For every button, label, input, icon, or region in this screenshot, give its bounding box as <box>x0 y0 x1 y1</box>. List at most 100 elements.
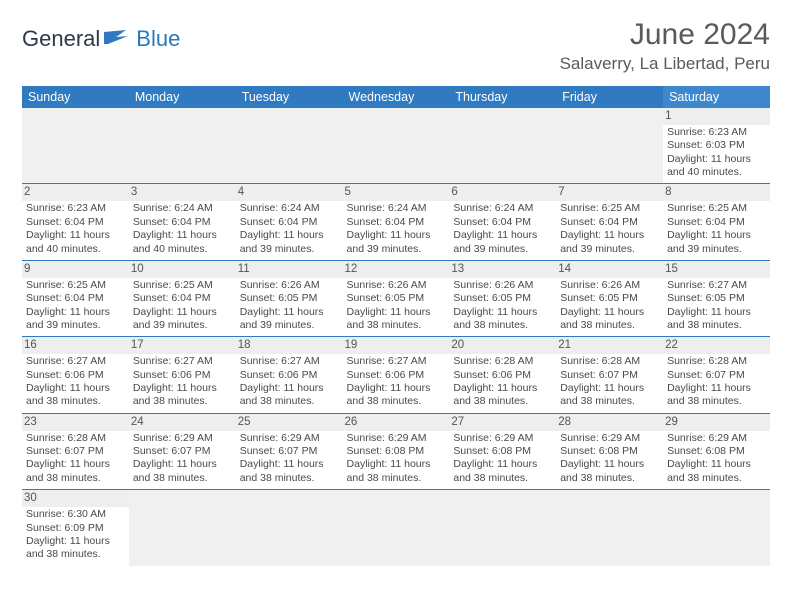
day-number: 3 <box>129 184 236 201</box>
day-details: Sunrise: 6:24 AMSunset: 6:04 PMDaylight:… <box>240 202 339 256</box>
calendar-cell: 18Sunrise: 6:27 AMSunset: 6:06 PMDayligh… <box>236 337 343 413</box>
location: Salaverry, La Libertad, Peru <box>560 54 770 74</box>
weekday-header: Sunday <box>22 86 129 108</box>
calendar-cell: 7Sunrise: 6:25 AMSunset: 6:04 PMDaylight… <box>556 184 663 260</box>
calendar-cell: 22Sunrise: 6:28 AMSunset: 6:07 PMDayligh… <box>663 337 770 413</box>
day-details: Sunrise: 6:29 AMSunset: 6:08 PMDaylight:… <box>667 432 766 486</box>
calendar-cell: 20Sunrise: 6:28 AMSunset: 6:06 PMDayligh… <box>449 337 556 413</box>
calendar-cell: 23Sunrise: 6:28 AMSunset: 6:07 PMDayligh… <box>22 413 129 489</box>
calendar-cell: 29Sunrise: 6:29 AMSunset: 6:08 PMDayligh… <box>663 413 770 489</box>
calendar-cell: 21Sunrise: 6:28 AMSunset: 6:07 PMDayligh… <box>556 337 663 413</box>
calendar-cell: 10Sunrise: 6:25 AMSunset: 6:04 PMDayligh… <box>129 260 236 336</box>
calendar-table: SundayMondayTuesdayWednesdayThursdayFrid… <box>22 86 770 566</box>
month-title: June 2024 <box>560 18 770 52</box>
day-number: 20 <box>449 337 556 354</box>
calendar-week-row: 16Sunrise: 6:27 AMSunset: 6:06 PMDayligh… <box>22 337 770 413</box>
day-details: Sunrise: 6:24 AMSunset: 6:04 PMDaylight:… <box>133 202 232 256</box>
day-details: Sunrise: 6:28 AMSunset: 6:07 PMDaylight:… <box>560 355 659 409</box>
day-number: 21 <box>556 337 663 354</box>
day-number: 27 <box>449 414 556 431</box>
day-number: 10 <box>129 261 236 278</box>
day-details: Sunrise: 6:26 AMSunset: 6:05 PMDaylight:… <box>453 279 552 333</box>
calendar-cell: 30Sunrise: 6:30 AMSunset: 6:09 PMDayligh… <box>22 490 129 566</box>
day-number: 8 <box>663 184 770 201</box>
day-details: Sunrise: 6:29 AMSunset: 6:07 PMDaylight:… <box>240 432 339 486</box>
calendar-week-row: 30Sunrise: 6:30 AMSunset: 6:09 PMDayligh… <box>22 490 770 566</box>
day-number: 29 <box>663 414 770 431</box>
day-number: 28 <box>556 414 663 431</box>
day-details: Sunrise: 6:26 AMSunset: 6:05 PMDaylight:… <box>240 279 339 333</box>
day-details: Sunrise: 6:27 AMSunset: 6:06 PMDaylight:… <box>26 355 125 409</box>
calendar-cell: 5Sunrise: 6:24 AMSunset: 6:04 PMDaylight… <box>343 184 450 260</box>
calendar-cell: 8Sunrise: 6:25 AMSunset: 6:04 PMDaylight… <box>663 184 770 260</box>
logo-text-general: General <box>22 26 100 52</box>
day-number: 30 <box>22 490 129 507</box>
day-details: Sunrise: 6:29 AMSunset: 6:08 PMDaylight:… <box>560 432 659 486</box>
calendar-cell <box>556 490 663 566</box>
calendar-cell: 13Sunrise: 6:26 AMSunset: 6:05 PMDayligh… <box>449 260 556 336</box>
header: General Blue June 2024 Salaverry, La Lib… <box>22 18 770 74</box>
calendar-week-row: 23Sunrise: 6:28 AMSunset: 6:07 PMDayligh… <box>22 413 770 489</box>
calendar-cell: 9Sunrise: 6:25 AMSunset: 6:04 PMDaylight… <box>22 260 129 336</box>
calendar-cell: 12Sunrise: 6:26 AMSunset: 6:05 PMDayligh… <box>343 260 450 336</box>
day-details: Sunrise: 6:26 AMSunset: 6:05 PMDaylight:… <box>347 279 446 333</box>
calendar-week-row: 2Sunrise: 6:23 AMSunset: 6:04 PMDaylight… <box>22 184 770 260</box>
calendar-cell <box>449 490 556 566</box>
day-details: Sunrise: 6:29 AMSunset: 6:07 PMDaylight:… <box>133 432 232 486</box>
calendar-cell <box>449 108 556 184</box>
day-number: 9 <box>22 261 129 278</box>
day-details: Sunrise: 6:28 AMSunset: 6:07 PMDaylight:… <box>26 432 125 486</box>
calendar-cell <box>343 108 450 184</box>
day-details: Sunrise: 6:27 AMSunset: 6:06 PMDaylight:… <box>347 355 446 409</box>
calendar-header-row: SundayMondayTuesdayWednesdayThursdayFrid… <box>22 86 770 108</box>
calendar-cell <box>236 490 343 566</box>
calendar-cell <box>129 108 236 184</box>
day-details: Sunrise: 6:25 AMSunset: 6:04 PMDaylight:… <box>26 279 125 333</box>
day-details: Sunrise: 6:26 AMSunset: 6:05 PMDaylight:… <box>560 279 659 333</box>
day-number: 24 <box>129 414 236 431</box>
day-details: Sunrise: 6:28 AMSunset: 6:06 PMDaylight:… <box>453 355 552 409</box>
day-number: 17 <box>129 337 236 354</box>
calendar-cell: 2Sunrise: 6:23 AMSunset: 6:04 PMDaylight… <box>22 184 129 260</box>
weekday-header: Friday <box>556 86 663 108</box>
day-details: Sunrise: 6:27 AMSunset: 6:06 PMDaylight:… <box>240 355 339 409</box>
day-details: Sunrise: 6:30 AMSunset: 6:09 PMDaylight:… <box>26 508 125 562</box>
calendar-cell <box>22 108 129 184</box>
day-number: 15 <box>663 261 770 278</box>
day-number: 26 <box>343 414 450 431</box>
calendar-week-row: 1Sunrise: 6:23 AMSunset: 6:03 PMDaylight… <box>22 108 770 184</box>
logo: General Blue <box>22 18 180 52</box>
day-number: 16 <box>22 337 129 354</box>
day-number: 13 <box>449 261 556 278</box>
calendar-cell <box>663 490 770 566</box>
day-number: 14 <box>556 261 663 278</box>
day-details: Sunrise: 6:29 AMSunset: 6:08 PMDaylight:… <box>347 432 446 486</box>
calendar-cell: 6Sunrise: 6:24 AMSunset: 6:04 PMDaylight… <box>449 184 556 260</box>
weekday-header: Monday <box>129 86 236 108</box>
weekday-header: Tuesday <box>236 86 343 108</box>
calendar-cell: 26Sunrise: 6:29 AMSunset: 6:08 PMDayligh… <box>343 413 450 489</box>
day-details: Sunrise: 6:25 AMSunset: 6:04 PMDaylight:… <box>667 202 766 256</box>
calendar-cell: 25Sunrise: 6:29 AMSunset: 6:07 PMDayligh… <box>236 413 343 489</box>
day-number: 18 <box>236 337 343 354</box>
title-block: June 2024 Salaverry, La Libertad, Peru <box>560 18 770 74</box>
calendar-cell: 3Sunrise: 6:24 AMSunset: 6:04 PMDaylight… <box>129 184 236 260</box>
calendar-cell: 1Sunrise: 6:23 AMSunset: 6:03 PMDaylight… <box>663 108 770 184</box>
logo-text-blue: Blue <box>136 26 180 52</box>
calendar-cell <box>129 490 236 566</box>
calendar-cell: 4Sunrise: 6:24 AMSunset: 6:04 PMDaylight… <box>236 184 343 260</box>
weekday-header: Wednesday <box>343 86 450 108</box>
flag-icon <box>104 26 130 52</box>
calendar-cell <box>556 108 663 184</box>
day-number: 4 <box>236 184 343 201</box>
day-number: 1 <box>663 108 770 125</box>
day-details: Sunrise: 6:25 AMSunset: 6:04 PMDaylight:… <box>560 202 659 256</box>
day-details: Sunrise: 6:24 AMSunset: 6:04 PMDaylight:… <box>453 202 552 256</box>
calendar-cell: 17Sunrise: 6:27 AMSunset: 6:06 PMDayligh… <box>129 337 236 413</box>
calendar-cell: 14Sunrise: 6:26 AMSunset: 6:05 PMDayligh… <box>556 260 663 336</box>
day-number: 7 <box>556 184 663 201</box>
calendar-cell <box>236 108 343 184</box>
day-number: 23 <box>22 414 129 431</box>
day-number: 11 <box>236 261 343 278</box>
calendar-cell: 19Sunrise: 6:27 AMSunset: 6:06 PMDayligh… <box>343 337 450 413</box>
